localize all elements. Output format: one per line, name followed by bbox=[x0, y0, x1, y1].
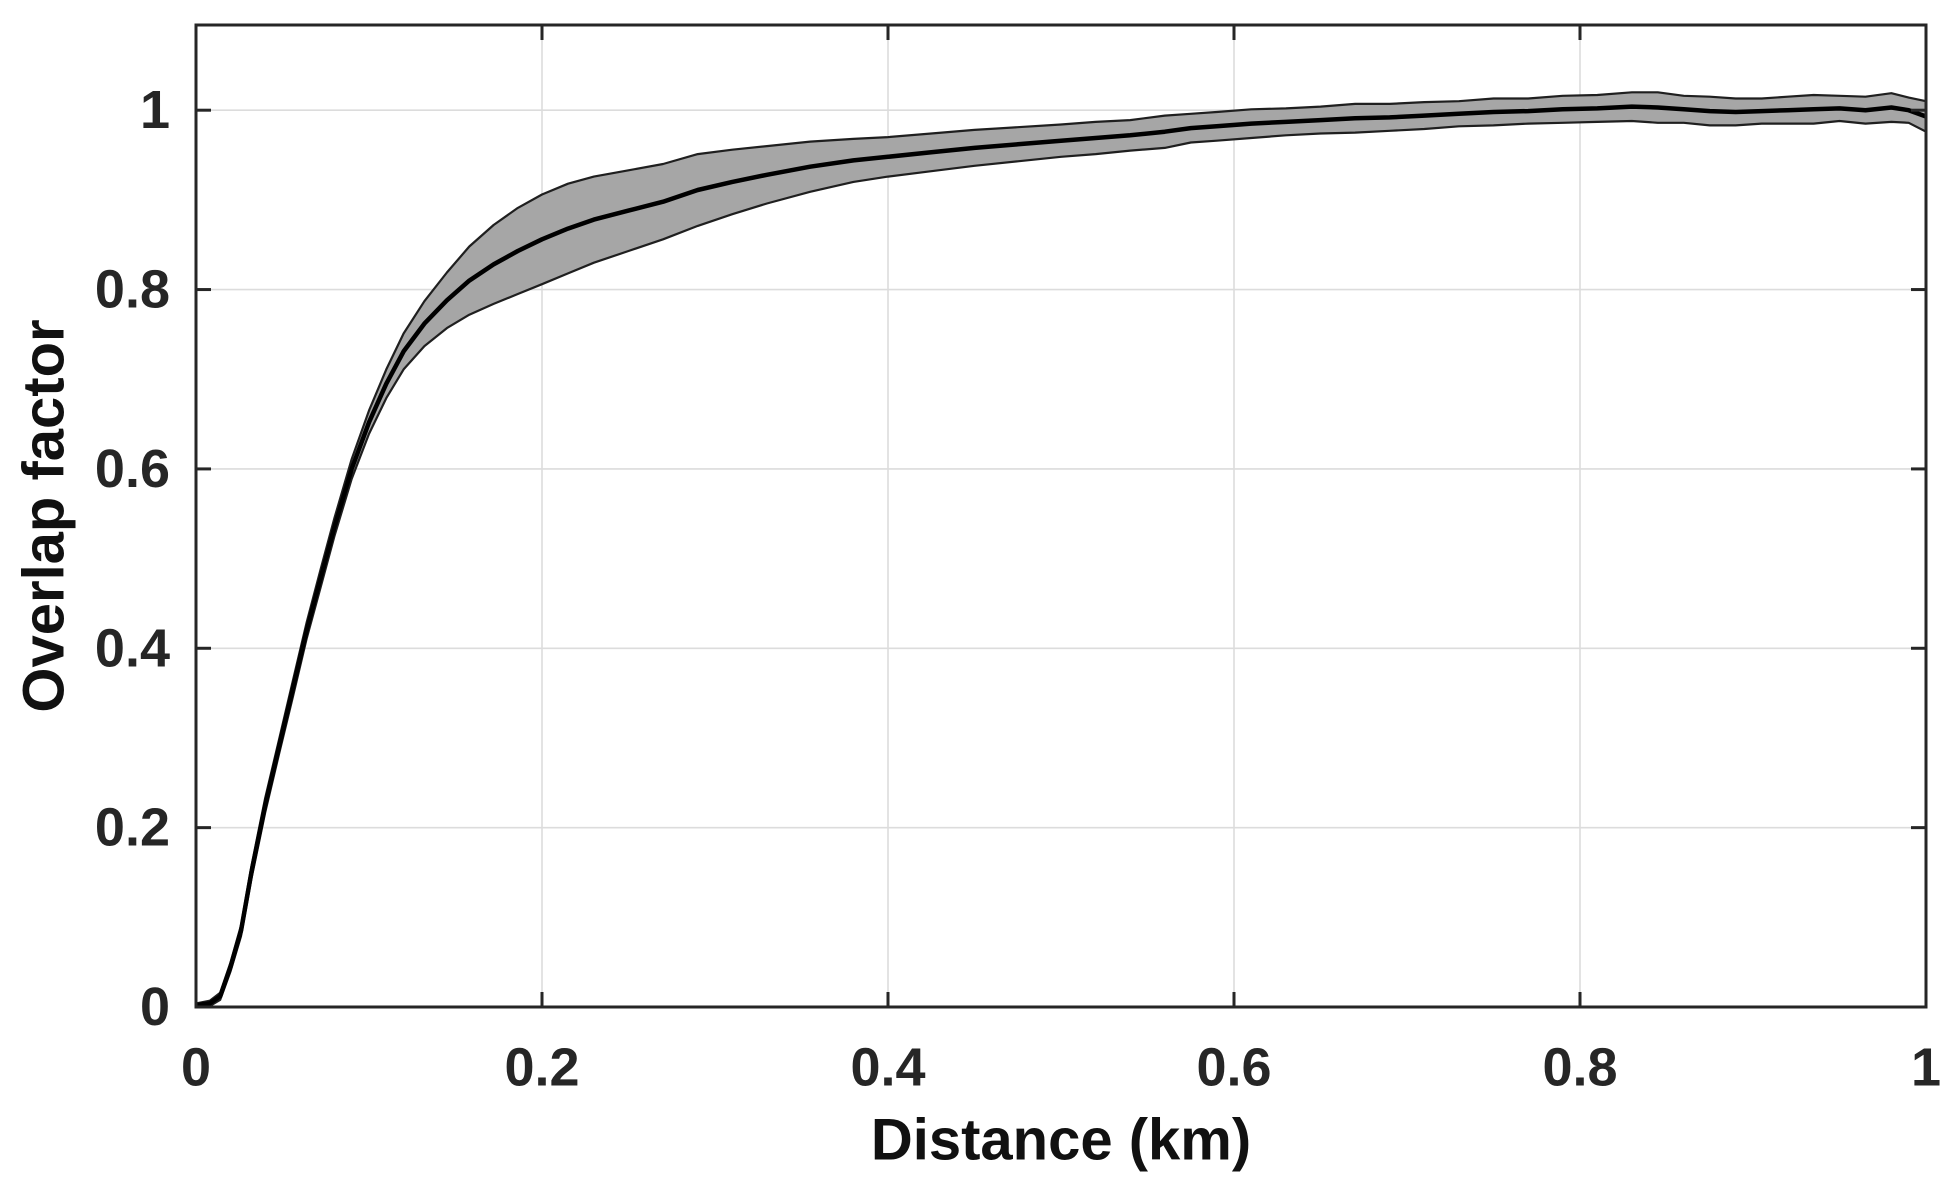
band-upper-edge bbox=[195, 91, 1927, 1005]
x-axis-label: Distance (km) bbox=[870, 1107, 1252, 1173]
y-axis-label: Overlap factor bbox=[11, 319, 77, 713]
x-tick-label: 0.4 bbox=[850, 1037, 925, 1097]
axis-box bbox=[194, 23, 1928, 1009]
x-tick-label: 0 bbox=[181, 1037, 211, 1097]
band-lower-edge bbox=[195, 119, 1927, 1009]
y-tick-label: 1 bbox=[140, 80, 170, 140]
y-tick-label: 0 bbox=[140, 977, 170, 1037]
y-tick-label: 0.8 bbox=[95, 260, 170, 320]
y-tick-label: 0.2 bbox=[95, 798, 170, 858]
y-tick-label: 0.4 bbox=[95, 618, 170, 678]
mean-line bbox=[195, 104, 1927, 1008]
uncertainty-band bbox=[196, 92, 1926, 1008]
x-tick-label: 0.6 bbox=[1196, 1037, 1271, 1097]
x-tick-label: 0.2 bbox=[504, 1037, 579, 1097]
x-tick-label: 0.8 bbox=[1542, 1037, 1617, 1097]
y-tick-label: 0.6 bbox=[95, 439, 170, 499]
x-tick-label: 1 bbox=[1911, 1037, 1941, 1097]
